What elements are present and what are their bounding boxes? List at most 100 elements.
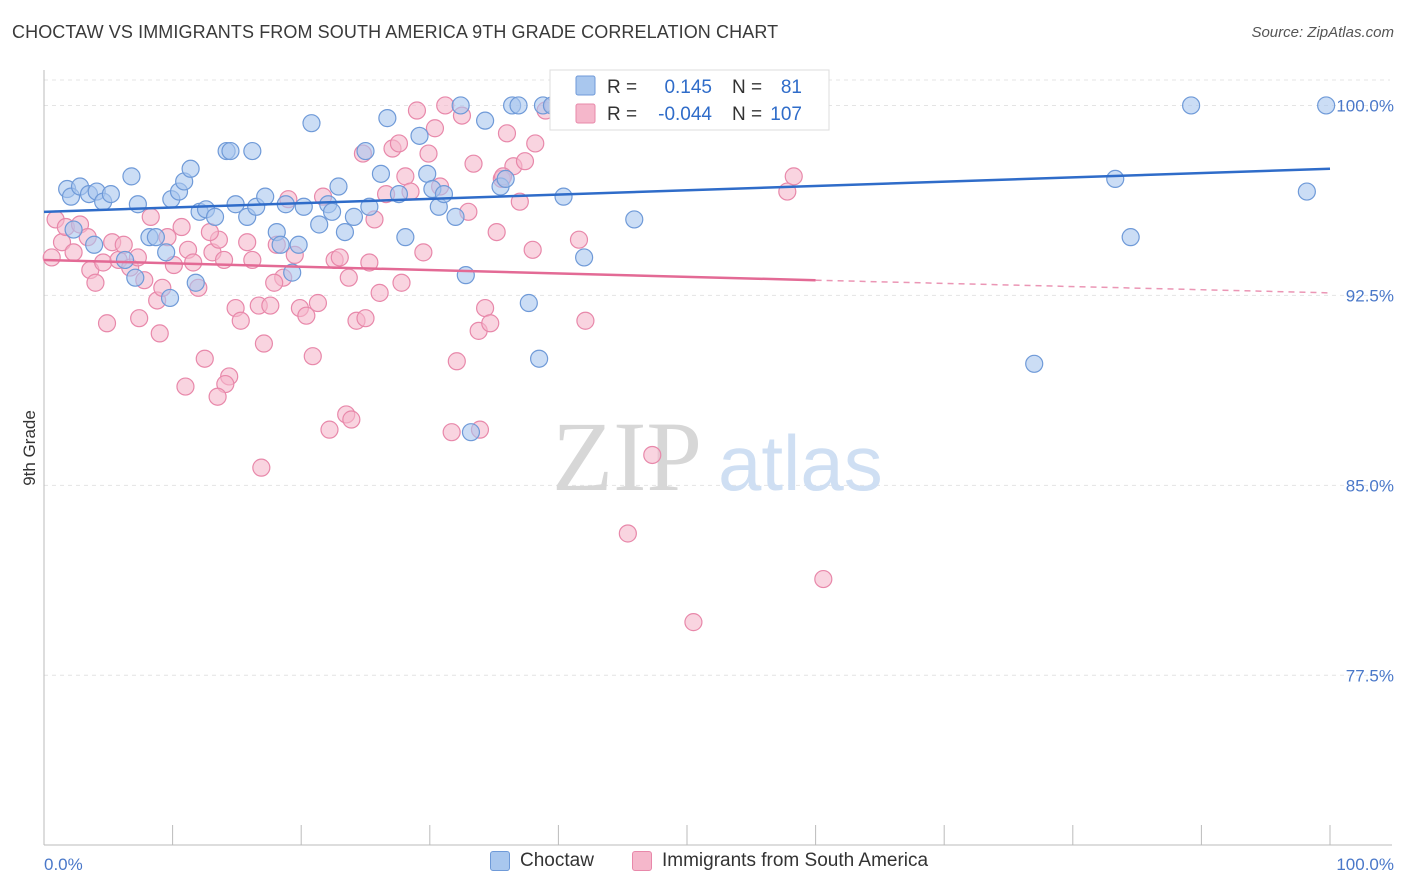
y-tick-label: 85.0% — [1346, 476, 1394, 495]
choctaw-point — [456, 266, 475, 285]
immigrants-point — [784, 167, 803, 186]
x-tick-label: 100.0% — [1336, 855, 1394, 874]
choctaw-point — [256, 187, 275, 206]
immigrants-point — [339, 268, 358, 287]
bottom-legend-swatch-choctaw — [490, 851, 510, 871]
choctaw-point — [126, 268, 145, 287]
bottom-legend: Choctaw Immigrants from South America — [0, 850, 1406, 880]
choctaw-point — [575, 248, 594, 267]
series-immigrants-points — [42, 96, 833, 632]
y-tick-label: 92.5% — [1346, 286, 1394, 305]
immigrants-point — [643, 445, 662, 465]
choctaw-point — [221, 141, 240, 161]
immigrants-point — [231, 311, 250, 330]
choctaw-point — [509, 96, 528, 115]
immigrants-point — [265, 273, 284, 292]
axes — [43, 70, 1392, 846]
legend-swatch-immigrants — [575, 103, 596, 124]
choctaw-point — [530, 349, 549, 368]
immigrants-trend-line — [43, 258, 816, 282]
legend-n-value-choctaw: 81 — [781, 77, 802, 98]
immigrants-point — [510, 192, 529, 211]
immigrants-point — [569, 230, 589, 249]
immigrants-point — [86, 273, 105, 292]
immigrants-trend-line-extension — [815, 279, 1331, 294]
bottom-legend-swatch-immigrants — [632, 851, 652, 871]
legend-n-label-choctaw: N = — [732, 77, 762, 98]
legend-r-label-immigrants: R = — [607, 104, 637, 125]
choctaw-point — [389, 185, 409, 204]
immigrants-point — [370, 283, 389, 302]
immigrants-point — [254, 334, 274, 353]
choctaw-point — [519, 293, 538, 313]
x-tick-label: 0.0% — [44, 855, 83, 874]
immigrants-point — [150, 324, 169, 343]
choctaw-point — [1182, 96, 1201, 115]
immigrants-point — [447, 352, 466, 371]
legend-swatch-choctaw — [575, 75, 596, 96]
correlation-legend: R = 0.145 N = 81 R = -0.044 N = 107 — [549, 69, 830, 131]
immigrants-point — [308, 293, 328, 313]
immigrants-point — [396, 167, 415, 186]
choctaw-point — [1317, 96, 1336, 115]
choctaw-point — [1106, 169, 1125, 189]
choctaw-point — [283, 263, 302, 282]
choctaw-point — [322, 202, 342, 221]
choctaw-point — [157, 243, 176, 262]
choctaw-point — [554, 187, 573, 206]
immigrants-point — [297, 306, 316, 325]
choctaw-point — [115, 250, 135, 270]
choctaw-point — [396, 228, 415, 247]
choctaw-point — [329, 177, 348, 196]
immigrants-point — [208, 387, 227, 406]
x-tick-labels: 0.0% 100.0% — [44, 855, 1394, 874]
watermark-atlas: atlas — [718, 419, 883, 507]
choctaw-point — [378, 109, 397, 128]
immigrants-point — [392, 273, 411, 292]
immigrants-point — [114, 235, 133, 254]
immigrants-point — [261, 296, 280, 315]
immigrants-point — [238, 233, 257, 252]
choctaw-point — [64, 220, 83, 239]
choctaw-trend-line — [43, 167, 1331, 214]
choctaw-point — [625, 210, 644, 229]
choctaw-point — [122, 167, 141, 186]
choctaw-point — [371, 164, 391, 183]
watermark: ZIP atlas — [552, 401, 883, 512]
choctaw-point — [418, 164, 437, 183]
immigrants-point — [618, 524, 637, 543]
gridlines — [44, 79, 1390, 676]
immigrants-point — [200, 222, 219, 242]
immigrants-point — [487, 222, 506, 242]
bottom-legend-label-choctaw: Choctaw — [520, 850, 594, 871]
immigrants-point — [407, 101, 427, 120]
bottom-legend-immigrants: Immigrants from South America — [632, 850, 928, 872]
choctaw-point — [410, 126, 429, 145]
immigrants-point — [419, 144, 438, 163]
legend-r-value-choctaw: 0.145 — [664, 77, 712, 98]
legend-n-label-immigrants: N = — [732, 104, 762, 125]
choctaw-point — [1025, 354, 1044, 373]
y-axis-title: 9th Grade — [20, 410, 39, 486]
immigrants-point — [523, 240, 542, 259]
immigrants-point — [195, 349, 214, 368]
choctaw-point — [1297, 182, 1316, 201]
choctaw-point — [446, 207, 465, 226]
choctaw-point — [243, 141, 262, 161]
immigrants-point — [576, 311, 595, 330]
y-tick-labels: 100.0% 92.5% 85.0% 77.5% — [1336, 96, 1394, 685]
legend-r-value-immigrants: -0.044 — [658, 104, 712, 125]
series-choctaw-points — [58, 96, 1336, 442]
immigrants-point — [356, 309, 375, 328]
choctaw-point — [205, 207, 225, 226]
immigrants-point — [684, 613, 703, 632]
choctaw-point — [356, 141, 375, 161]
immigrants-point — [436, 96, 455, 115]
immigrants-point — [389, 134, 409, 153]
choctaw-point — [434, 185, 454, 204]
immigrants-point — [252, 458, 271, 477]
chart-title: CHOCTAW VS IMMIGRANTS FROM SOUTH AMERICA… — [12, 22, 779, 42]
immigrants-point — [442, 423, 461, 442]
immigrants-point — [176, 377, 195, 396]
immigrants-point — [330, 248, 349, 267]
